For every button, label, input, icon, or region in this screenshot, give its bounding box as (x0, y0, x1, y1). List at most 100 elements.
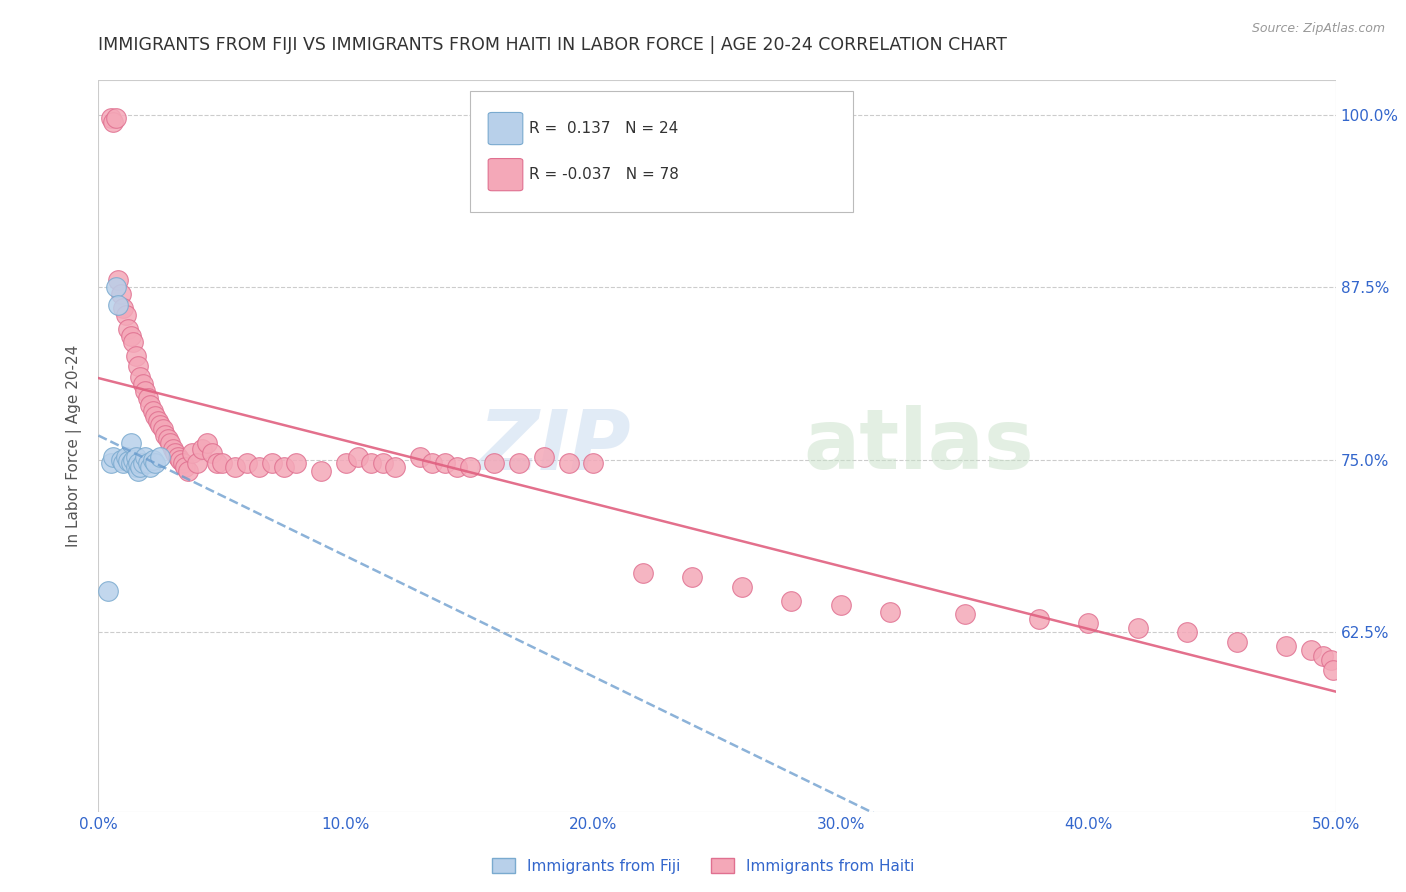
Point (143, 456, 166, 470)
Text: atlas: atlas (804, 406, 1035, 486)
Point (1312, 648, 1334, 663)
Point (117, 454, 139, 468)
Point (1275, 639, 1298, 653)
Point (508, 456, 530, 470)
Point (124, 450, 146, 464)
Point (103, 114, 125, 128)
Point (129, 459, 152, 474)
Point (124, 459, 146, 474)
Point (110, 452, 132, 467)
Text: Source: ZipAtlas.com: Source: ZipAtlas.com (1251, 22, 1385, 36)
Point (134, 450, 156, 464)
Point (201, 446, 224, 460)
Point (247, 459, 270, 474)
Point (1319, 653, 1341, 667)
Point (155, 428, 177, 442)
Point (127, 464, 149, 478)
Point (100, 111, 122, 125)
Y-axis label: In Labor Force | Age 20-24: In Labor Force | Age 20-24 (66, 345, 83, 547)
Point (484, 456, 506, 470)
Point (132, 376, 155, 391)
Point (97, 583, 120, 598)
Point (114, 308, 136, 322)
Point (1299, 643, 1322, 657)
Point (780, 593, 803, 607)
Point (122, 452, 145, 467)
Point (830, 598, 852, 612)
Point (260, 456, 283, 470)
Point (139, 398, 162, 412)
Point (1077, 615, 1099, 630)
Point (129, 370, 152, 384)
Text: R = -0.037   N = 78: R = -0.037 N = 78 (529, 167, 679, 182)
Point (156, 432, 179, 446)
Text: R =  0.137   N = 24: R = 0.137 N = 24 (529, 121, 678, 136)
Point (162, 442, 184, 456)
Point (631, 566, 654, 580)
FancyBboxPatch shape (488, 112, 523, 145)
Point (166, 450, 188, 464)
Point (879, 605, 901, 619)
Point (103, 450, 125, 464)
Point (1322, 663, 1344, 677)
Point (142, 404, 165, 418)
Point (1175, 625, 1198, 640)
Point (582, 456, 605, 470)
Point (371, 456, 394, 470)
Point (1226, 635, 1249, 649)
Point (174, 459, 197, 474)
Point (114, 450, 136, 464)
Point (149, 418, 172, 433)
Point (136, 456, 159, 470)
Point (169, 452, 191, 467)
Point (107, 298, 129, 312)
Point (309, 464, 332, 478)
Point (557, 456, 579, 470)
FancyBboxPatch shape (470, 91, 853, 212)
Point (159, 436, 181, 450)
Point (347, 450, 370, 464)
Point (165, 446, 187, 460)
Point (186, 456, 208, 470)
Point (112, 456, 135, 470)
Point (181, 446, 204, 460)
Point (191, 442, 214, 456)
Point (104, 280, 127, 294)
Text: IMMIGRANTS FROM FIJI VS IMMIGRANTS FROM HAITI IN LABOR FORCE | AGE 20-24 CORRELA: IMMIGRANTS FROM FIJI VS IMMIGRANTS FROM … (98, 36, 1007, 54)
Point (224, 459, 246, 474)
Point (112, 301, 135, 315)
Legend: Immigrants from Fiji, Immigrants from Haiti: Immigrants from Fiji, Immigrants from Ha… (485, 852, 921, 880)
Point (142, 452, 165, 467)
Point (205, 456, 228, 470)
Text: ZIP: ZIP (478, 406, 630, 486)
Point (146, 414, 169, 428)
Point (110, 287, 132, 301)
Point (132, 456, 155, 470)
Point (433, 456, 456, 470)
Point (149, 450, 172, 464)
Point (127, 359, 149, 373)
Point (100, 456, 122, 470)
Point (104, 111, 127, 125)
Point (953, 607, 976, 622)
Point (122, 335, 145, 350)
Point (195, 436, 218, 450)
Point (172, 456, 194, 470)
Point (360, 456, 382, 470)
Point (211, 456, 233, 470)
FancyBboxPatch shape (488, 159, 523, 191)
Point (285, 456, 308, 470)
Point (422, 456, 444, 470)
Point (335, 456, 357, 470)
Point (124, 349, 146, 363)
Point (120, 436, 142, 450)
Point (152, 422, 174, 436)
Point (446, 459, 468, 474)
Point (273, 459, 295, 474)
Point (681, 570, 703, 584)
Point (117, 321, 139, 335)
Point (236, 456, 259, 470)
Point (120, 328, 142, 343)
Point (458, 459, 481, 474)
Point (176, 464, 198, 478)
